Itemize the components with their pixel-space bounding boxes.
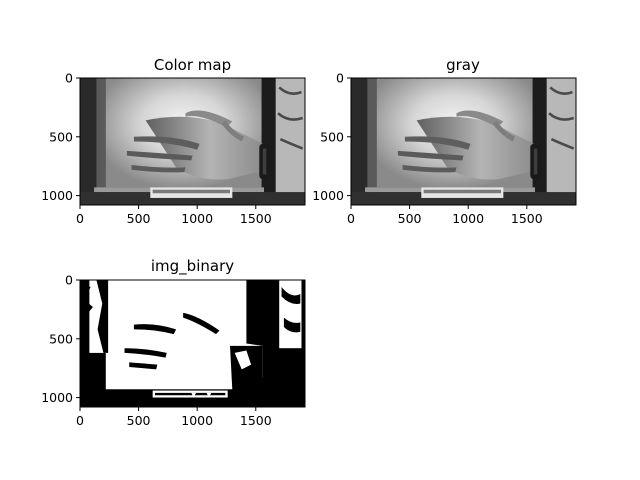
x-tick-label: 1500 xyxy=(240,211,272,226)
x-tick-label: 1000 xyxy=(181,413,213,428)
y-tick-label: 500 xyxy=(49,331,73,346)
axis-ticks: 0 500 1000 1500 0 500 1000 xyxy=(41,273,272,429)
y-tick-label: 0 xyxy=(65,71,73,86)
y-tick-label: 1000 xyxy=(312,188,344,203)
panel-color-map: Color map 0 500 1000 1500 0 500 1000 xyxy=(41,56,306,227)
binary-image xyxy=(80,280,305,407)
y-tick-label: 1000 xyxy=(41,390,73,405)
x-tick-label: 0 xyxy=(76,413,84,428)
photo-image xyxy=(80,78,305,205)
x-tick-label: 1000 xyxy=(452,211,484,226)
y-tick-label: 500 xyxy=(49,129,73,144)
panel-title: gray xyxy=(446,56,480,74)
x-tick-label: 1500 xyxy=(511,211,543,226)
axes-frame xyxy=(79,77,306,206)
x-tick-label: 500 xyxy=(127,413,151,428)
panel-img-binary: img_binary 0 500 1000 1500 0 500 1000 xyxy=(41,257,306,429)
x-tick-label: 1500 xyxy=(240,413,272,428)
y-tick-label: 0 xyxy=(65,273,73,288)
y-tick-label: 1000 xyxy=(41,188,73,203)
panel-title: Color map xyxy=(154,56,231,74)
panel-gray: gray 0 500 1000 1500 0 500 1000 xyxy=(312,56,577,227)
x-tick-label: 1000 xyxy=(181,211,213,226)
x-tick-label: 0 xyxy=(76,211,84,226)
x-tick-label: 0 xyxy=(347,211,355,226)
panel-title: img_binary xyxy=(151,257,234,276)
y-tick-label: 500 xyxy=(320,129,344,144)
x-tick-label: 500 xyxy=(127,211,151,226)
axes-frame xyxy=(79,279,306,408)
axes-frame xyxy=(350,77,577,206)
y-tick-label: 0 xyxy=(336,71,344,86)
axis-ticks: 0 500 1000 1500 0 500 1000 xyxy=(41,71,272,227)
x-tick-label: 500 xyxy=(398,211,422,226)
photo-image xyxy=(351,78,576,205)
axis-ticks: 0 500 1000 1500 0 500 1000 xyxy=(312,71,543,227)
